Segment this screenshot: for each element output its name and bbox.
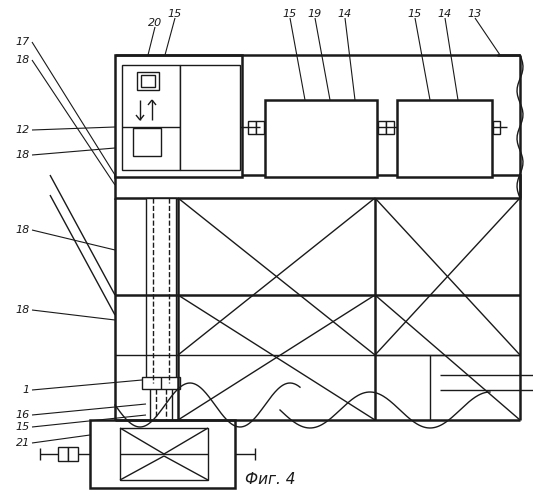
Text: 14: 14: [438, 9, 452, 19]
Text: 17: 17: [16, 37, 30, 47]
Text: 1: 1: [23, 385, 30, 395]
Bar: [115, 55, 242, 177]
Bar: [142, 377, 180, 389]
Text: 14: 14: [338, 9, 352, 19]
Bar: [68, 447, 78, 461]
Text: 15: 15: [283, 9, 297, 19]
Text: 18: 18: [16, 150, 30, 160]
Bar: [397, 100, 492, 177]
Bar: [378, 121, 386, 134]
Text: 15: 15: [168, 9, 182, 19]
Bar: [133, 128, 161, 156]
Bar: [137, 72, 159, 90]
Bar: [386, 121, 394, 134]
Text: 18: 18: [16, 225, 30, 235]
Text: 18: 18: [16, 305, 30, 315]
Text: 15: 15: [408, 9, 422, 19]
Text: Фиг. 4: Фиг. 4: [245, 472, 295, 488]
Bar: [180, 65, 240, 170]
Text: 15: 15: [16, 422, 30, 432]
Bar: [146, 198, 176, 383]
Text: 20: 20: [148, 18, 162, 28]
Text: 13: 13: [468, 9, 482, 19]
Text: 18: 18: [16, 55, 30, 65]
Bar: [256, 121, 264, 134]
Bar: [115, 175, 520, 198]
Bar: [58, 447, 68, 461]
Text: 19: 19: [308, 9, 322, 19]
Bar: [122, 65, 180, 170]
Bar: [493, 121, 500, 134]
Bar: [265, 100, 377, 177]
Bar: [141, 75, 155, 87]
Bar: [90, 420, 235, 488]
Bar: [248, 121, 256, 134]
Text: 12: 12: [16, 125, 30, 135]
Text: 16: 16: [16, 410, 30, 420]
Text: 21: 21: [16, 438, 30, 448]
Bar: [120, 428, 208, 480]
